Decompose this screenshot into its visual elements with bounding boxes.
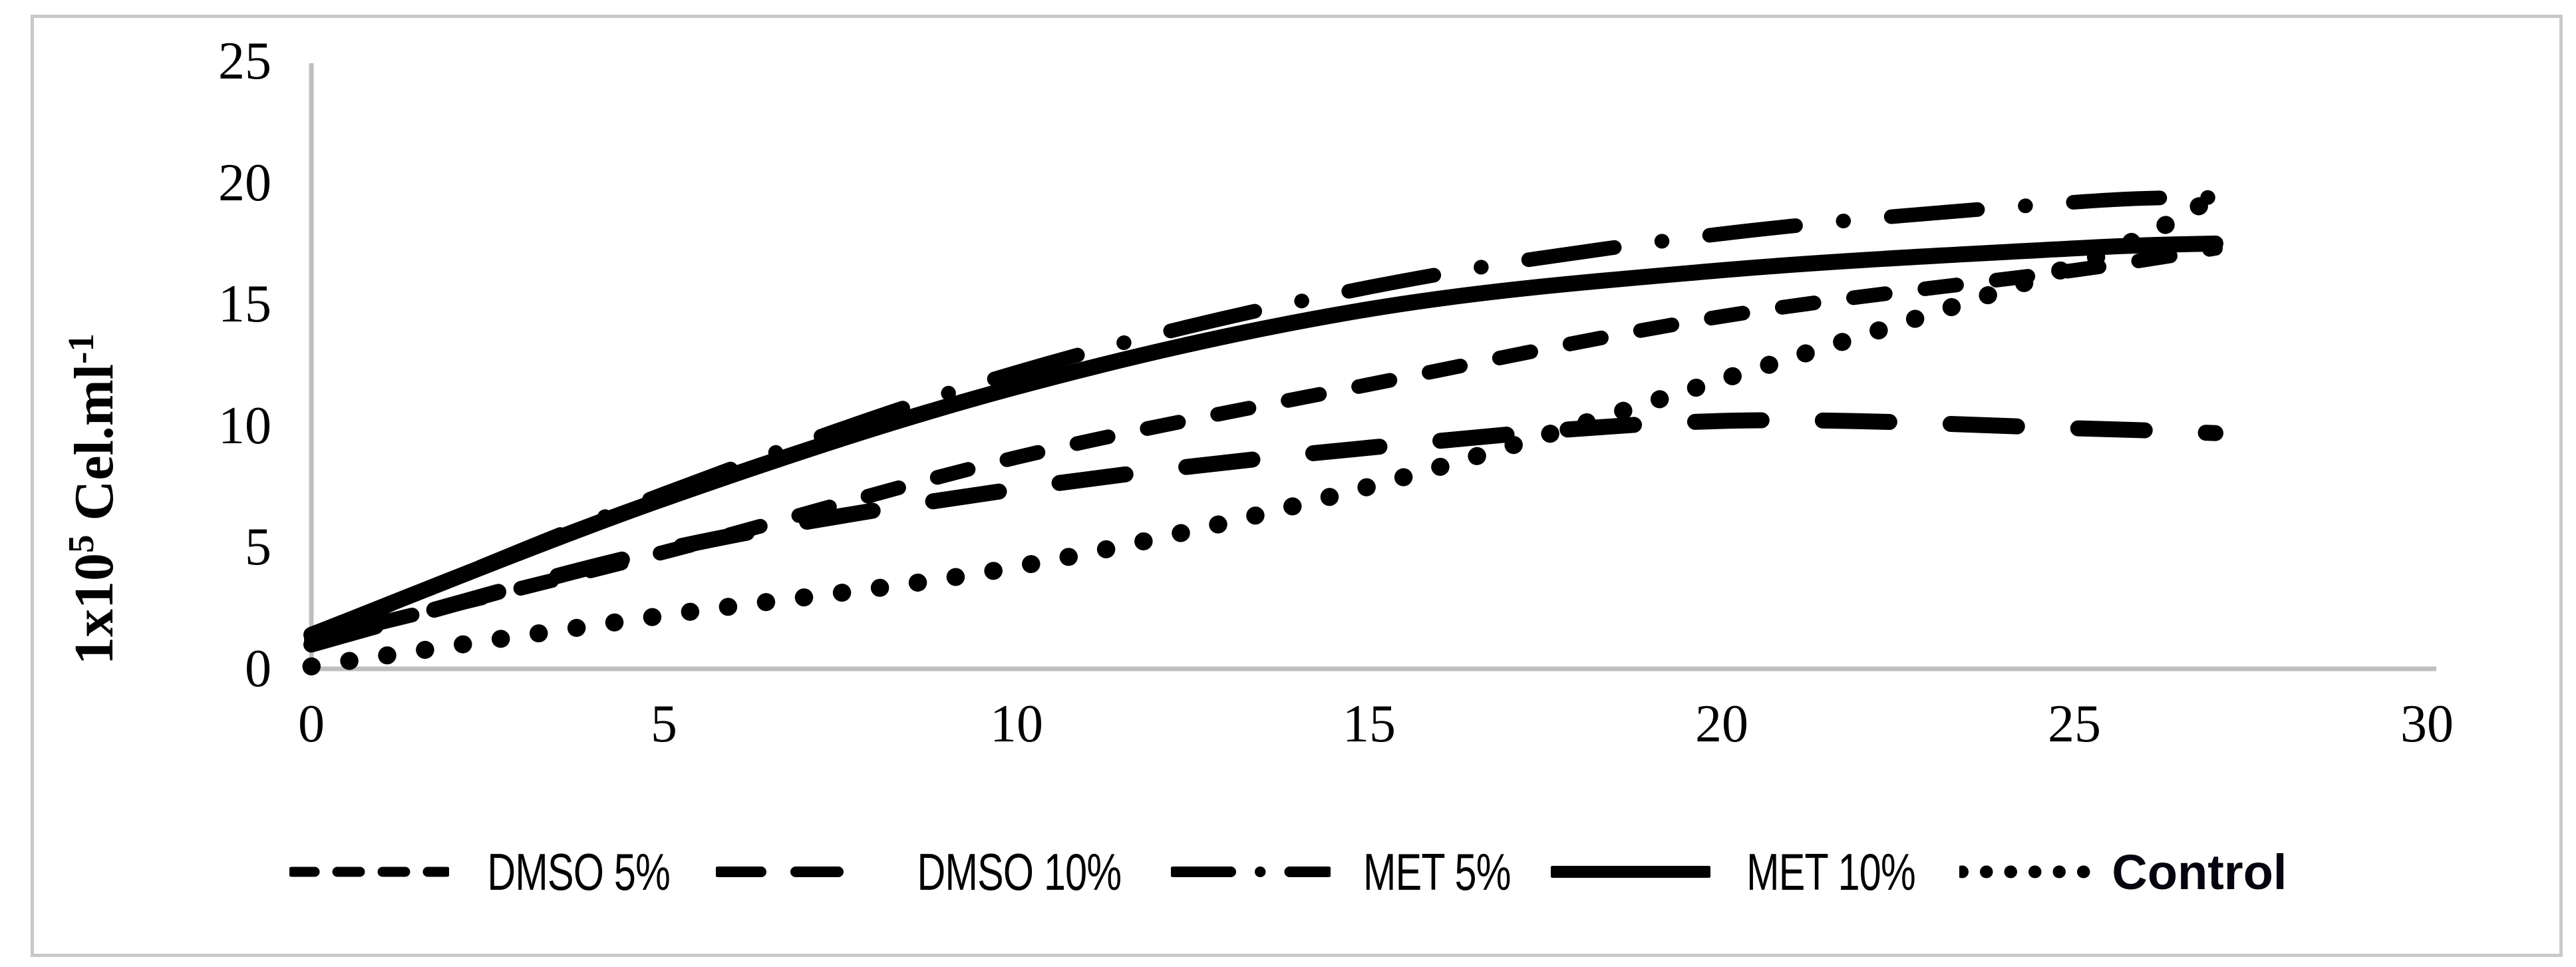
figure-border	[31, 15, 2563, 957]
legend-item-met10: MET 10%	[1551, 842, 1942, 902]
y-axis-title-sup: 5	[61, 534, 101, 553]
legend: DMSO 5% DMSO 10% MET 5% MET 10% Control	[0, 829, 2576, 915]
legend-line-sample-control	[1959, 865, 2103, 878]
legend-label-met10: MET 10%	[1746, 842, 1916, 901]
series-line-dmso-10-	[303, 412, 2223, 653]
legend-label-dmso5: DMSO 5%	[486, 842, 670, 901]
x-tick-label: 25	[2048, 695, 2101, 753]
y-tick-label: 15	[218, 275, 271, 334]
x-tick-label: 20	[1695, 695, 1748, 753]
series-line-dmso-5-	[304, 241, 2223, 648]
legend-item-control: Control	[1959, 844, 2287, 900]
legend-label-control: Control	[2112, 844, 2287, 900]
x-tick-label: 10	[990, 695, 1043, 753]
legend-line-sample-dmso10	[715, 867, 876, 877]
axes	[309, 63, 2436, 672]
y-tick-label: 25	[218, 32, 271, 91]
y-tick-label: 5	[245, 518, 271, 577]
legend-line-sample-dmso5	[289, 867, 449, 877]
x-tick-label: 30	[2400, 695, 2454, 753]
y-axis-title: 1x105 Cel.ml-1	[60, 333, 126, 665]
y-tick-label: 10	[218, 396, 271, 455]
legend-label-met5: MET 5%	[1363, 842, 1511, 901]
y-tick-label: 0	[245, 640, 271, 698]
legend-item-dmso5: DMSO 5%	[289, 842, 699, 902]
series-lines	[302, 188, 2225, 676]
legend-line-sample-met5	[1170, 867, 1331, 877]
y-axis-title-text2: Cel.ml	[63, 363, 125, 535]
legend-label-dmso10: DMSO 10%	[917, 842, 1122, 901]
y-axis-title-text: 1x10	[63, 552, 125, 665]
series-line-control	[302, 188, 2225, 676]
x-tick-label: 15	[1343, 695, 1396, 753]
y-axis-title-sup2: -1	[61, 333, 101, 364]
y-tick-label: 20	[218, 153, 271, 212]
legend-item-dmso10: DMSO 10%	[715, 842, 1154, 902]
series-line-met-10-	[303, 235, 2223, 643]
legend-line-sample-met10	[1551, 866, 1711, 878]
legend-item-met5: MET 5%	[1170, 842, 1534, 902]
x-tick-label: 0	[298, 695, 325, 753]
x-tick-label: 5	[651, 695, 677, 753]
